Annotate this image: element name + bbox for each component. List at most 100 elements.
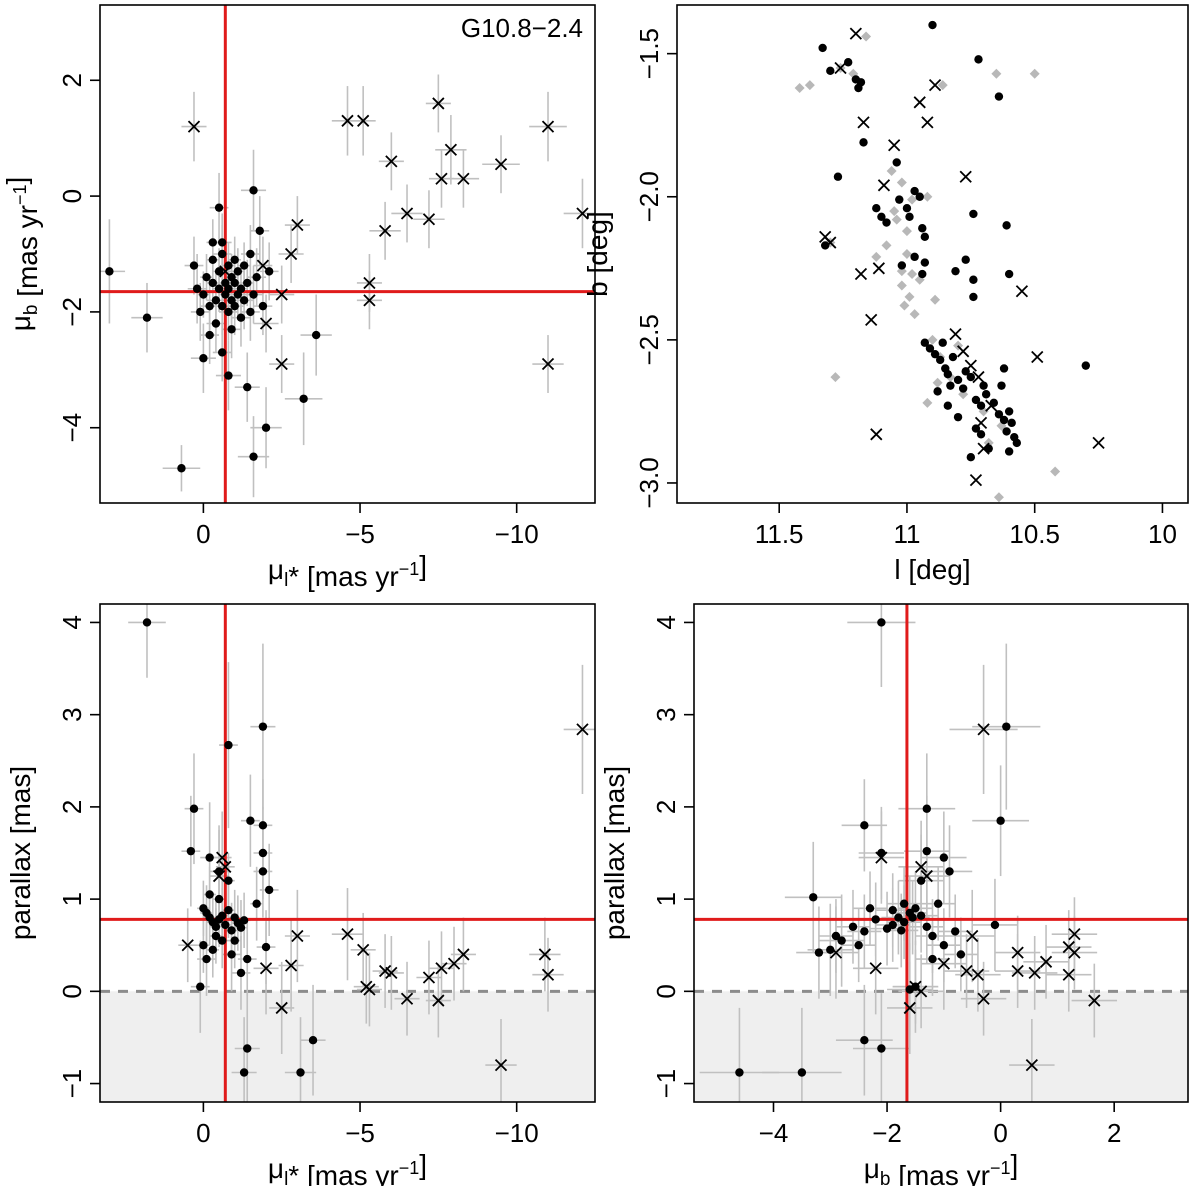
y-tick-label: 4 (651, 615, 681, 629)
member-star-point (888, 905, 897, 915)
x-tick-label: −10 (495, 1118, 539, 1148)
field-star-point (830, 372, 841, 383)
outlier-star-point (357, 943, 370, 956)
member-star-point (969, 275, 978, 284)
member-star-point (236, 923, 246, 932)
member-star-point (192, 284, 202, 293)
outlier-star-point (1092, 436, 1105, 450)
member-star-point (199, 941, 208, 950)
member-star-point (208, 255, 217, 264)
field-star-point (896, 280, 907, 291)
member-star-point (199, 354, 208, 363)
plot-frame (693, 603, 1189, 1103)
member-star-point (230, 301, 239, 311)
y-tick-label: −1.5 (634, 28, 664, 79)
field-star-point (1029, 68, 1040, 79)
member-star-point (1002, 427, 1011, 436)
member-star-point (854, 941, 863, 950)
x-tick-label: −10 (495, 519, 539, 549)
member-star-point (935, 355, 945, 365)
outlier-star-point (977, 992, 990, 1005)
member-star-point (953, 412, 963, 422)
member-star-point (224, 371, 233, 380)
member-star-point (249, 186, 258, 195)
member-star-point (933, 387, 942, 396)
member-star-point (186, 846, 196, 856)
member-star-point (899, 899, 909, 908)
member-star-point (296, 1068, 305, 1077)
x-axis-label: μl* [mas yr−1] (268, 550, 427, 592)
member-star-point (999, 415, 1009, 425)
member-star-point (1004, 447, 1014, 456)
member-star-point (243, 1044, 252, 1053)
x-tick-label: 0 (196, 519, 210, 549)
member-star-point (860, 927, 869, 936)
member-star-point (224, 307, 233, 317)
member-star-point (1007, 418, 1016, 428)
plot-area (794, 20, 1105, 503)
y-tick-label: 1 (57, 892, 87, 906)
field-star-point (937, 80, 948, 91)
member-star-point (895, 195, 904, 204)
plot-area (694, 604, 1188, 1102)
plot-frame (99, 4, 596, 504)
member-star-point (243, 382, 252, 392)
member-star-point (856, 78, 866, 87)
member-star-point (221, 920, 230, 930)
x-tick-label: 2 (1107, 1118, 1121, 1148)
member-star-point (948, 352, 958, 362)
member-star-point (871, 915, 880, 924)
member-star-point (252, 272, 261, 282)
member-star-point (797, 1068, 807, 1077)
member-star-point (966, 453, 976, 462)
member-star-point (177, 464, 186, 473)
member-star-point (236, 313, 246, 322)
field-star-point (794, 83, 805, 93)
member-star-point (252, 899, 261, 908)
outlier-star-point (212, 869, 226, 883)
outlier-star-point (903, 1001, 916, 1015)
x-axis-label: l [deg] (894, 554, 970, 585)
member-star-point (196, 982, 205, 991)
member-star-point (848, 922, 858, 931)
member-star-point (976, 430, 986, 439)
outlier-star-point (341, 114, 354, 127)
field-star-point (922, 397, 933, 408)
member-star-point (258, 848, 268, 858)
member-star-point (969, 209, 978, 219)
y-tick-label: −1 (57, 1069, 87, 1099)
outlier-star-point (457, 948, 470, 961)
outlier-star-point (457, 172, 470, 185)
plot-area (100, 604, 595, 1102)
outlier-star-point (824, 236, 837, 249)
member-star-point (214, 894, 224, 904)
panel-parallax-vs-mub: −4 −2 0 2 −1 0 1 2 3 4 μb [mas yr−1] parallax [mas] (599, 603, 1189, 1186)
plot-frame (99, 603, 596, 1103)
field-star-point (1050, 466, 1061, 477)
member-star-point (230, 278, 239, 288)
y-tick-label: 4 (57, 615, 87, 629)
outlier-star-point (363, 983, 376, 996)
outlier-star-point (888, 139, 901, 152)
member-star-point (308, 1036, 318, 1045)
member-star-point (922, 922, 932, 931)
negative-parallax-region (694, 991, 1188, 1102)
member-star-point (735, 1068, 744, 1077)
member-star-point (211, 931, 221, 941)
outlier-star-point (977, 723, 990, 736)
member-star-point (211, 296, 221, 305)
member-star-point (933, 899, 943, 908)
field-star-point (993, 492, 1004, 503)
outlier-star-point (870, 428, 883, 441)
plot-area (100, 5, 595, 503)
y-tick-label: 0 (57, 984, 87, 998)
member-star-point (1012, 438, 1022, 448)
member-star-point (1004, 269, 1014, 279)
x-tick-label: 10 (1148, 519, 1177, 549)
field-star-point (804, 80, 815, 91)
outlier-star-point (1011, 964, 1024, 978)
member-star-point (239, 296, 249, 305)
y-tick-label: 2 (57, 73, 87, 87)
member-star-point (230, 255, 239, 264)
